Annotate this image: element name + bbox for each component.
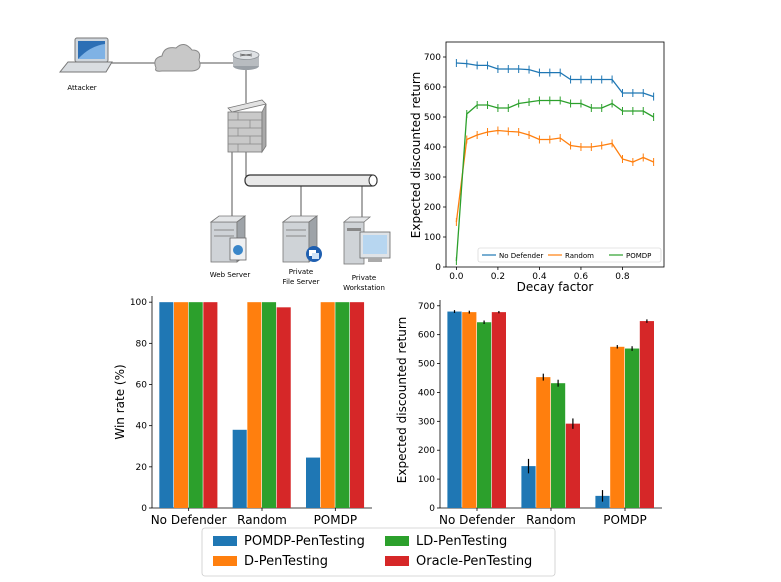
line-chart-y-tick-label: 100 (424, 233, 441, 243)
win-chart-y-tick-label: 0 (141, 504, 147, 514)
decay-factor-line-chart: 0 100 200 300 400 500 600 700 0.0 0.2 0.4 0.6 0.8 E… (409, 41, 665, 294)
ret-chart-bar-pomdp-pentesting-random (521, 466, 536, 508)
shared-legend-box (201, 527, 556, 577)
legend-swatch-pomdp-pentesting (213, 536, 237, 546)
legend-swatch-d-pentesting (213, 556, 237, 566)
line-chart-y-tick-label: 200 (424, 203, 441, 213)
line-chart-x-tick-label: 0.2 (491, 272, 505, 282)
line-chart-x-tick-label: 0.6 (574, 272, 589, 282)
line-chart-x-tick-label: 0.0 (449, 272, 464, 282)
ret-chart-y-tick-label: 600 (418, 331, 435, 341)
win-chart-bar-pomdp-pentesting-random (232, 429, 247, 508)
win-chart-bar-pomdp-pentesting-no-defender (159, 302, 174, 508)
win-chart-bar-pomdp-pentesting-pomdp (306, 457, 321, 508)
win-chart-x-tick-label: POMDP (314, 513, 358, 527)
win-chart-bar-oracle-pentesting-pomdp (350, 302, 365, 508)
win-chart-bar-ld-pentesting-random (262, 302, 277, 508)
router-icon (232, 50, 260, 70)
ret-chart-y-tick-label: 0 (429, 504, 435, 514)
ret-chart-y-tick-label: 300 (418, 417, 435, 427)
file-server-label-line1: Private (289, 268, 313, 276)
legend-label-pomdp: POMDP (626, 252, 651, 260)
win-chart-y-axis-label: Win rate (%) (113, 364, 127, 439)
line-chart-y-tick-label: 0 (435, 263, 441, 273)
line-chart-y-tick-label: 700 (424, 53, 441, 63)
line-chart-y-tick-label: 500 (424, 113, 441, 123)
line-chart-x-tick-label: 0.4 (532, 272, 547, 282)
ret-chart-bar-ld-pentesting-pomdp (625, 348, 640, 508)
ret-chart-y-tick-label: 100 (418, 475, 435, 485)
firewall-icon (227, 99, 267, 154)
line-chart-y-tick-label: 400 (424, 143, 441, 153)
ret-chart-bar-pomdp-pentesting-pomdp (595, 495, 610, 508)
laptop-icon (58, 37, 113, 73)
shared-legend: POMDP-PenTesting D-PenTesting LD-PenTest… (201, 527, 556, 577)
ret-chart-bar-d-pentesting-random (536, 377, 551, 508)
win-chart-bar-d-pentesting-no-defender (174, 302, 189, 508)
legend-label-d-pentesting: D-PenTesting (244, 554, 328, 569)
line-chart-frame (445, 41, 665, 268)
series-line-no-defender (456, 62, 654, 98)
workstation-label-line2: Workstation (343, 284, 385, 292)
web-server-icon (209, 215, 247, 263)
workstation-label-line1: Private (352, 274, 376, 282)
line-chart-y-tick-label: 300 (424, 173, 441, 183)
ret-chart-x-tick-label: No Defender (439, 513, 515, 527)
ret-chart-bar-oracle-pentesting-random (565, 423, 580, 508)
legend-swatch-ld-pentesting (385, 536, 409, 546)
legend-label-no-defender: No Defender (499, 252, 543, 260)
win-chart-bar-ld-pentesting-pomdp (335, 302, 350, 508)
win-chart-y-tick-label: 100 (130, 298, 147, 308)
cloud-icon (154, 44, 201, 72)
ret-chart-x-tick-label: POMDP (603, 513, 647, 527)
line-chart-legend: No Defender Random POMDP (477, 247, 662, 263)
line-chart-y-tick-label: 600 (424, 83, 441, 93)
ret-chart-bar-oracle-pentesting-pomdp (639, 321, 654, 508)
file-server-label-line2: File Server (283, 278, 320, 286)
win-chart-bar-d-pentesting-pomdp (320, 302, 335, 508)
network-diagram: Attacker (58, 37, 391, 292)
win-chart-y-tick-label: 60 (136, 381, 148, 391)
line-chart-x-tick-label: 0.8 (615, 272, 630, 282)
ret-chart-y-tick-label: 500 (418, 360, 435, 370)
legend-label-random: Random (565, 252, 594, 260)
workstation-icon (342, 216, 391, 265)
ret-chart-x-tick-label: Random (526, 513, 576, 527)
series-line-pomdp (455, 99, 654, 262)
legend-label-pomdp-pentesting: POMDP-PenTesting (244, 534, 365, 549)
win-chart-y-tick-label: 20 (136, 463, 148, 473)
attacker-label: Attacker (67, 84, 96, 92)
series-line-random (455, 129, 654, 223)
legend-swatch-oracle-pentesting (385, 556, 409, 566)
ret-chart-bar-d-pentesting-no-defender (462, 312, 477, 508)
line-chart-y-axis-label: Expected discounted return (409, 72, 423, 238)
ret-chart-y-axis-label: Expected discounted return (395, 317, 409, 483)
win-chart-bar-ld-pentesting-no-defender (188, 302, 203, 508)
win-chart-y-tick-label: 40 (136, 422, 148, 432)
file-server-icon (281, 215, 322, 263)
win-chart-x-tick-label: Random (237, 513, 287, 527)
win-chart-bar-oracle-pentesting-random (276, 307, 291, 508)
ret-chart-bar-pomdp-pentesting-no-defender (447, 311, 462, 508)
return-bar-chart: 0 100 200 300 400 500 600 700 No Defender Random… (395, 300, 662, 527)
legend-label-ld-pentesting: LD-PenTesting (416, 534, 507, 549)
ret-chart-bar-oracle-pentesting-no-defender (491, 312, 506, 508)
ret-chart-y-tick-label: 200 (418, 446, 435, 456)
ret-chart-bar-ld-pentesting-no-defender (477, 322, 492, 508)
win-chart-x-tick-label: No Defender (151, 513, 227, 527)
win-chart-bar-d-pentesting-random (247, 302, 262, 508)
ret-chart-y-tick-label: 400 (418, 388, 435, 398)
ret-chart-y-tick-label: 700 (418, 302, 435, 312)
line-chart-x-axis-label: Decay factor (517, 280, 594, 294)
ret-chart-bar-ld-pentesting-random (551, 383, 566, 508)
win-rate-bar-chart: 0 20 40 60 80 100 No Defender Random POMDP Win … (113, 296, 372, 527)
network-bus (244, 174, 378, 187)
web-server-label: Web Server (210, 271, 251, 279)
ret-chart-bar-d-pentesting-pomdp (610, 346, 625, 508)
win-chart-bar-oracle-pentesting-no-defender (203, 302, 218, 508)
win-chart-y-tick-label: 80 (136, 339, 148, 349)
legend-label-oracle-pentesting: Oracle-PenTesting (416, 554, 532, 569)
